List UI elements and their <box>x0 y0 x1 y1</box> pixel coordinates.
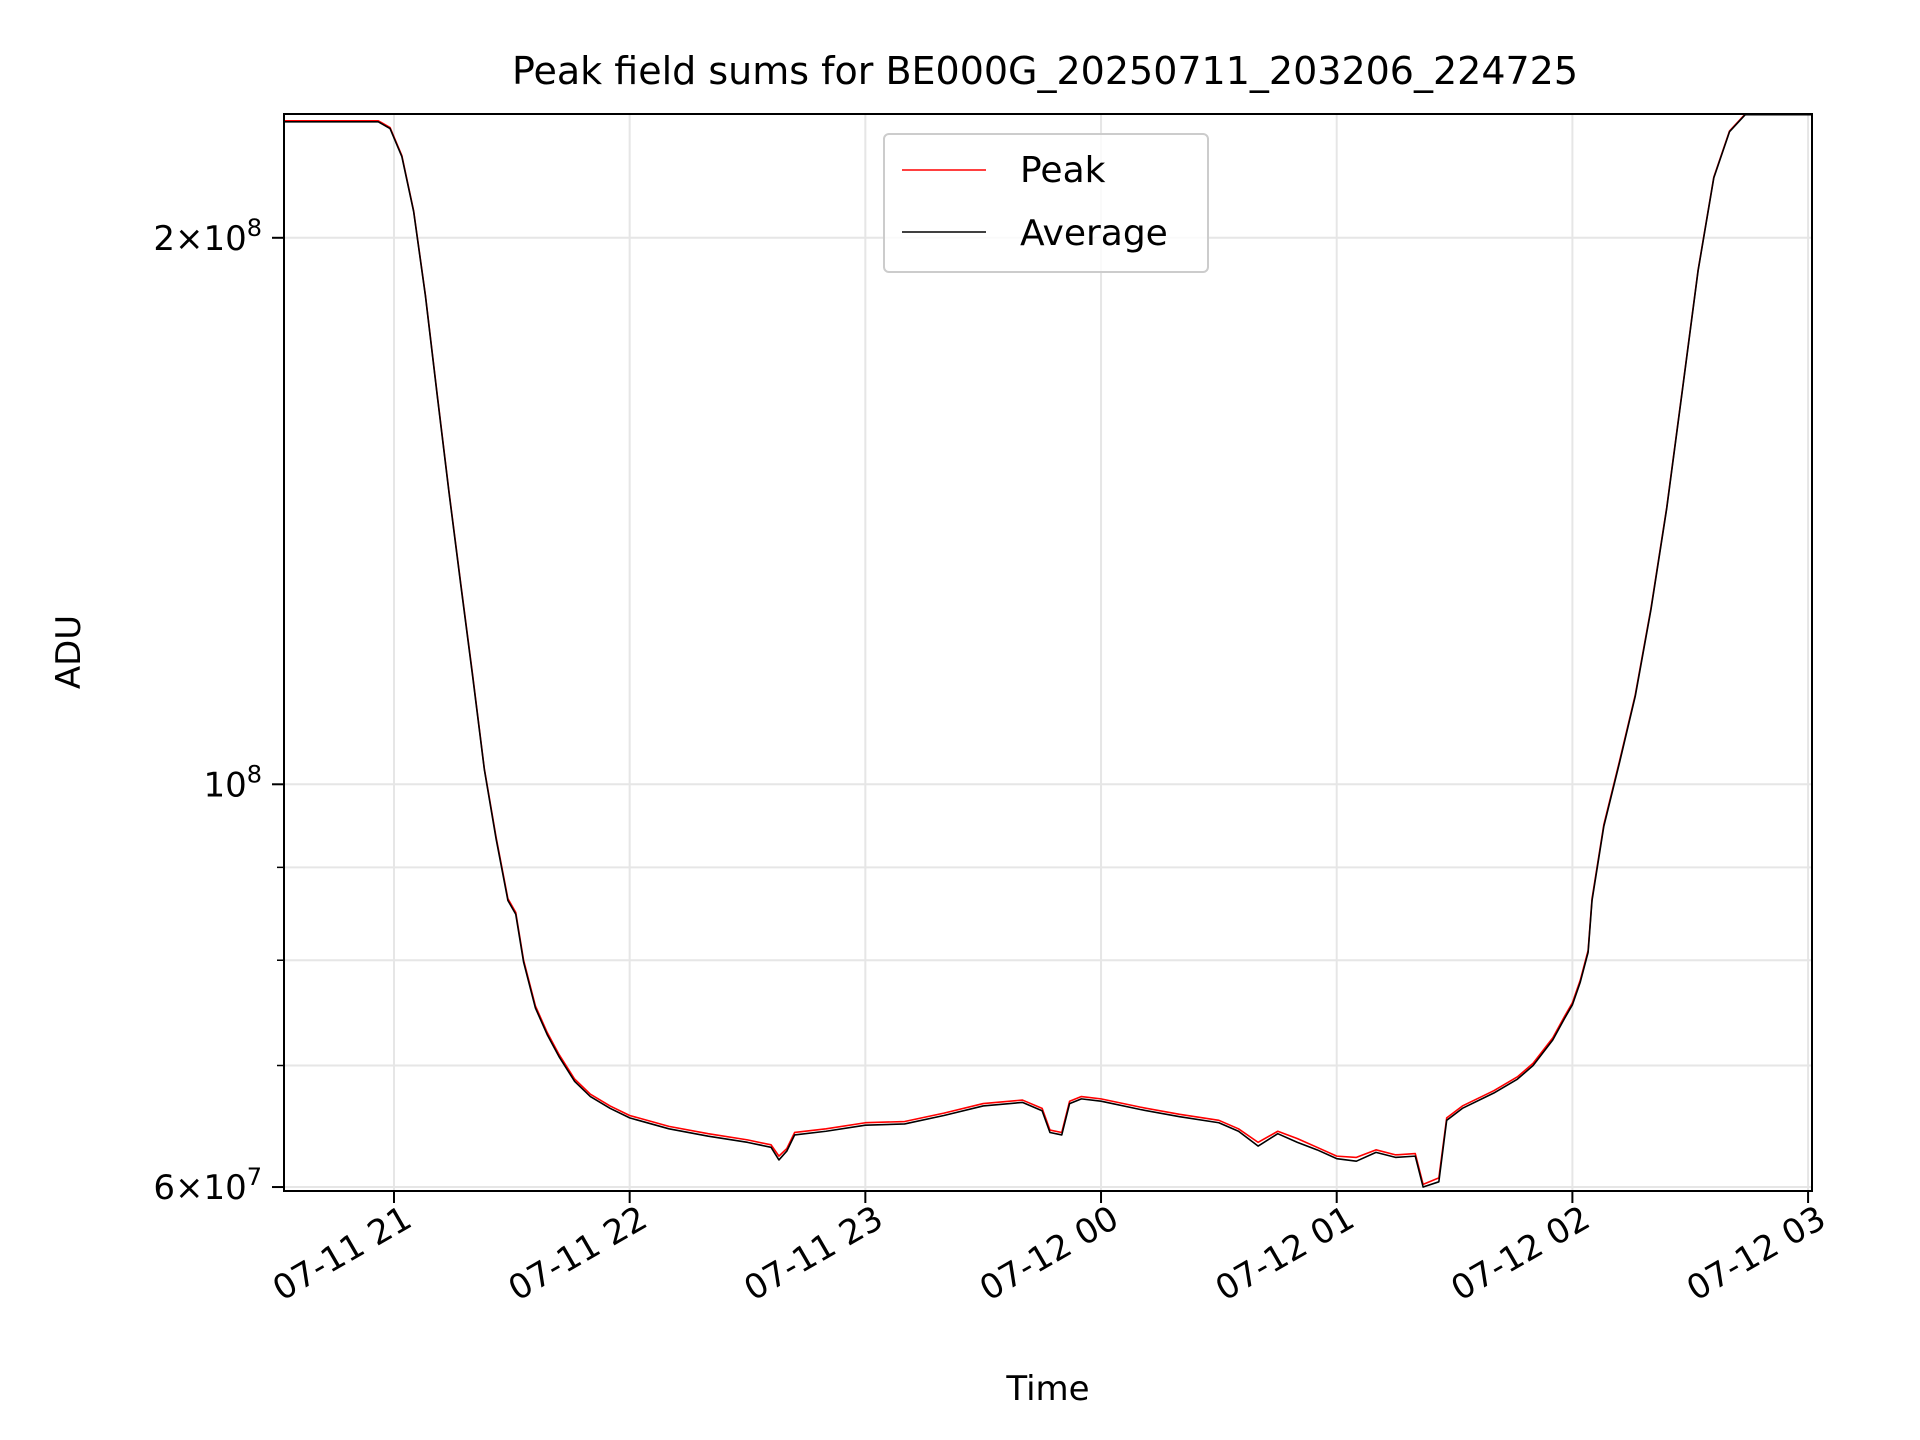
chart-title: Peak field sums for BE000G_20250711_2032… <box>512 49 1578 93</box>
x-axis-label: Time <box>1005 1369 1089 1409</box>
y-axis-label: ADU <box>49 615 89 689</box>
series-line-average <box>284 113 1812 1188</box>
y-tick-label: 2×108 <box>153 214 262 259</box>
legend: Peak Average <box>883 133 1209 273</box>
legend-box <box>883 133 1209 273</box>
series-layer <box>284 113 1812 1188</box>
plot-frame <box>283 113 1813 1192</box>
y-tick-label: 6×107 <box>153 1163 262 1208</box>
legend-label-peak: Peak <box>1020 150 1106 191</box>
legend-label-average: Average <box>1020 213 1168 254</box>
